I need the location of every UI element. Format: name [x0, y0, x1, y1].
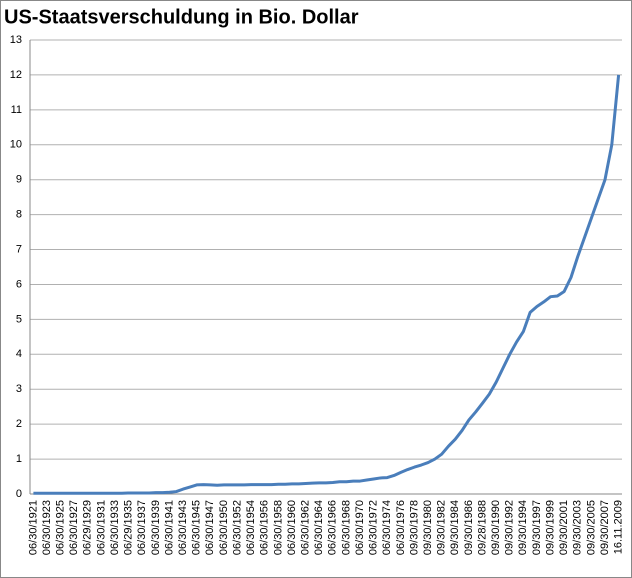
x-tick-label: 09/30/2007 — [599, 500, 611, 555]
x-tick-label: 06/30/1939 — [150, 500, 162, 555]
y-tick-label: 4 — [16, 348, 22, 360]
x-tick-label: 06/30/1921 — [27, 500, 39, 555]
line-series — [33, 74, 621, 495]
x-tick-label: 09/30/1984 — [449, 500, 461, 555]
x-tick-label: 09/30/1990 — [490, 500, 502, 555]
y-tick-label: 12 — [10, 69, 22, 81]
x-tick-label: 09/30/1978 — [408, 500, 420, 555]
x-tick-label: 06/29/1935 — [123, 500, 135, 555]
y-tick-label: 8 — [16, 209, 22, 221]
x-tick-label: 09/30/2005 — [585, 500, 597, 555]
x-tick-label: 09/30/2003 — [572, 500, 584, 555]
x-tick-label: 09/30/1997 — [531, 500, 543, 555]
x-tick-label: 09/30/1986 — [463, 500, 475, 555]
x-tick-label: 09/30/1980 — [422, 500, 434, 555]
x-tick-label: 06/30/1962 — [299, 500, 311, 555]
x-tick-label: 06/30/1958 — [272, 500, 284, 555]
y-tick-label: 1 — [16, 453, 22, 465]
x-tick-label: 06/30/1947 — [204, 500, 216, 555]
x-tick-label: 06/30/1954 — [245, 500, 257, 555]
y-tick-label: 3 — [16, 383, 22, 395]
chart-title: US-Staatsverschuldung in Bio. Dollar — [4, 6, 359, 28]
x-tick-label: 16.11.2009 — [613, 500, 625, 554]
y-tick-label: 6 — [16, 278, 22, 290]
x-tick-label: 06/30/1952 — [231, 500, 243, 555]
x-tick-label: 09/28/1988 — [476, 500, 488, 555]
x-tick-label: 06/29/1929 — [82, 500, 94, 555]
x-tick-label: 09/30/2001 — [558, 500, 570, 555]
x-tick-label: 06/30/1941 — [163, 500, 175, 555]
x-tick-label: 06/30/1945 — [191, 500, 203, 555]
x-tick-label: 06/30/1931 — [95, 500, 107, 555]
x-tick-label: 09/30/1982 — [436, 500, 448, 555]
x-tick-label: 06/30/1923 — [41, 500, 53, 555]
x-tick-label: 09/30/1994 — [517, 500, 529, 555]
y-tick-label: 2 — [16, 418, 22, 430]
x-tick-label: 06/30/1970 — [354, 500, 366, 555]
x-tick-label: 06/30/1927 — [68, 500, 80, 555]
x-tick-label: 06/30/1974 — [381, 500, 393, 555]
y-tick-label: 10 — [10, 139, 22, 151]
y-tick-label: 5 — [16, 313, 22, 325]
x-tick-label: 06/30/1933 — [109, 500, 121, 555]
y-tick-label: 0 — [16, 488, 22, 500]
y-tick-label: 13 — [10, 34, 22, 46]
x-tick-label: 09/30/1999 — [544, 500, 556, 555]
x-tick-label: 06/30/1950 — [218, 500, 230, 555]
x-tick-label: 06/30/1964 — [313, 500, 325, 555]
x-tick-label: 06/30/1960 — [286, 500, 298, 555]
x-tick-label: 09/30/1992 — [504, 500, 516, 555]
y-tick-label: 11 — [11, 104, 22, 116]
x-tick-label: 06/30/1943 — [177, 500, 189, 555]
y-tick-label: 9 — [16, 174, 22, 186]
x-tick-label: 06/30/1956 — [259, 500, 271, 555]
x-tick-label: 06/30/1972 — [368, 500, 380, 555]
x-tick-label: 06/30/1937 — [136, 500, 148, 555]
x-tick-label: 06/30/1966 — [327, 500, 339, 555]
x-tick-label: 06/30/1925 — [55, 500, 67, 555]
x-tick-label: 06/30/1976 — [395, 500, 407, 555]
y-tick-label: 7 — [16, 243, 22, 255]
x-tick-label: 06/30/1968 — [340, 500, 352, 555]
